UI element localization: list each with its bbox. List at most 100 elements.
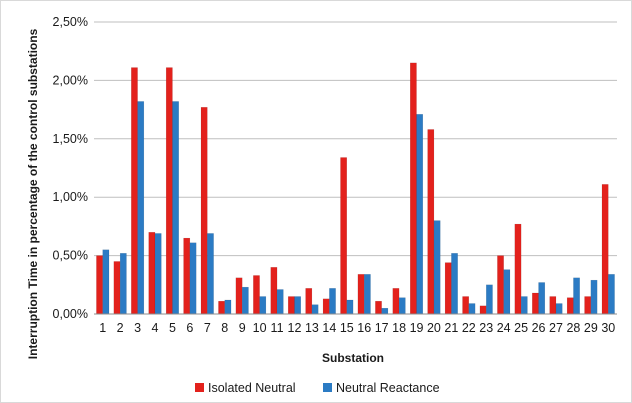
x-tick-label: 2 — [117, 321, 124, 335]
bar-isolated-neutral-24 — [497, 255, 504, 315]
x-tick-label: 8 — [221, 321, 228, 335]
bar-isolated-neutral-21 — [444, 262, 452, 315]
bar-neutral-reactance-10 — [259, 296, 267, 315]
x-tick-label: 18 — [392, 321, 406, 335]
x-tick-label: 21 — [444, 321, 458, 335]
y-tick-label: 1,50% — [53, 132, 88, 146]
bar-isolated-neutral-10 — [253, 275, 260, 315]
y-tick-label: 0,00% — [53, 307, 88, 321]
legend: Isolated Neutral Neutral Reactance — [195, 381, 440, 395]
bar-isolated-neutral-19 — [410, 62, 417, 315]
bar-neutral-reactance-4 — [154, 233, 162, 315]
bar-neutral-reactance-14 — [329, 288, 336, 315]
bars — [96, 62, 615, 315]
x-tick-label: 14 — [322, 321, 336, 335]
y-tick-label: 2,50% — [53, 15, 88, 29]
x-axis-title: Substation — [322, 351, 384, 365]
bar-isolated-neutral-27 — [549, 296, 557, 315]
x-tick-label: 28 — [566, 321, 580, 335]
x-tick-label: 11 — [271, 321, 284, 335]
bar-isolated-neutral-14 — [322, 298, 330, 315]
bar-isolated-neutral-23 — [479, 305, 487, 315]
x-tick-label: 13 — [305, 321, 319, 335]
x-tick-label: 22 — [462, 321, 476, 335]
bar-neutral-reactance-25 — [520, 296, 528, 315]
bar-isolated-neutral-16 — [357, 274, 365, 315]
x-tick-label: 27 — [549, 321, 563, 335]
x-tick-label: 16 — [357, 321, 371, 335]
x-tick-label: 19 — [410, 321, 424, 335]
legend-swatch-isolated-neutral — [195, 383, 204, 392]
x-tick-label: 26 — [532, 321, 546, 335]
bar-neutral-reactance-8 — [224, 299, 232, 315]
bar-isolated-neutral-12 — [287, 296, 295, 315]
y-axis-title: Interruption Time in percentage of the c… — [26, 28, 40, 359]
bar-isolated-neutral-13 — [305, 288, 313, 315]
legend-swatch-neutral-reactance — [323, 383, 332, 392]
x-tick-label: 7 — [204, 321, 211, 335]
bar-neutral-reactance-12 — [294, 296, 301, 315]
bar-isolated-neutral-15 — [340, 157, 347, 315]
x-tick-label: 10 — [253, 321, 267, 335]
bar-neutral-reactance-2 — [119, 253, 127, 315]
bar-neutral-reactance-29 — [590, 279, 598, 315]
bar-neutral-reactance-18 — [398, 297, 406, 315]
x-tick-label: 23 — [479, 321, 493, 335]
x-tick-label: 3 — [134, 321, 141, 335]
bar-neutral-reactance-22 — [468, 303, 476, 315]
bar-neutral-reactance-3 — [137, 101, 145, 315]
bar-isolated-neutral-18 — [392, 288, 400, 315]
bar-neutral-reactance-11 — [276, 289, 284, 315]
bar-neutral-reactance-23 — [486, 284, 493, 315]
bar-neutral-reactance-9 — [241, 286, 249, 315]
gridlines — [94, 21, 617, 257]
bar-isolated-neutral-3 — [131, 67, 138, 315]
x-tick-label: 4 — [152, 321, 159, 335]
x-tick-label: 25 — [514, 321, 528, 335]
legend-label-isolated-neutral: Isolated Neutral — [208, 381, 296, 395]
bar-isolated-neutral-22 — [462, 296, 470, 315]
x-tick-label: 29 — [584, 321, 598, 335]
x-tick-label: 12 — [288, 321, 302, 335]
bar-neutral-reactance-30 — [608, 274, 615, 315]
bar-neutral-reactance-28 — [573, 277, 580, 315]
x-tick-label: 5 — [169, 321, 176, 335]
bar-isolated-neutral-4 — [148, 232, 156, 315]
bar-isolated-neutral-11 — [270, 267, 278, 315]
y-tick-labels: 0,00% 0,50% 1,00% 1,50% 2,00% 2,50% — [53, 15, 88, 321]
bar-neutral-reactance-6 — [189, 242, 197, 315]
bar-neutral-reactance-27 — [555, 303, 563, 315]
bar-isolated-neutral-17 — [375, 300, 382, 315]
x-tick-label: 15 — [340, 321, 354, 335]
bar-neutral-reactance-24 — [503, 269, 511, 315]
x-tick-label: 9 — [239, 321, 246, 335]
x-tick-label: 30 — [601, 321, 615, 335]
bar-isolated-neutral-29 — [584, 296, 592, 315]
y-tick-label: 1,00% — [53, 190, 88, 204]
x-tick-label: 17 — [375, 321, 389, 335]
bar-neutral-reactance-21 — [451, 253, 458, 315]
bar-isolated-neutral-20 — [427, 129, 435, 315]
x-tick-label: 20 — [427, 321, 441, 335]
y-tick-label: 0,50% — [53, 249, 88, 263]
bar-neutral-reactance-5 — [172, 101, 179, 315]
bar-neutral-reactance-20 — [433, 220, 441, 315]
x-tick-label: 6 — [186, 321, 193, 335]
bar-neutral-reactance-7 — [207, 233, 214, 315]
y-tick-label: 2,00% — [53, 73, 88, 87]
bar-neutral-reactance-16 — [364, 274, 371, 315]
bar-neutral-reactance-13 — [311, 304, 319, 315]
bar-isolated-neutral-6 — [183, 237, 191, 315]
bar-isolated-neutral-8 — [218, 300, 225, 315]
bar-isolated-neutral-28 — [566, 297, 574, 315]
bar-neutral-reactance-19 — [416, 114, 424, 315]
x-tick-label: 1 — [99, 321, 106, 335]
bar-neutral-reactance-17 — [381, 307, 389, 315]
bar-isolated-neutral-25 — [514, 223, 522, 315]
bar-neutral-reactance-1 — [102, 249, 110, 315]
bar-isolated-neutral-2 — [113, 261, 121, 315]
legend-label-neutral-reactance: Neutral Reactance — [336, 381, 440, 395]
x-tick-label: 24 — [497, 321, 511, 335]
